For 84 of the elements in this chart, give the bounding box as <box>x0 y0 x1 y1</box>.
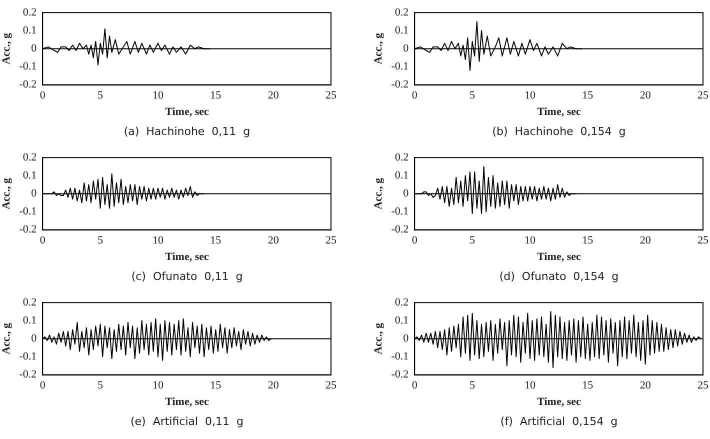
x-tick-label: 5 <box>470 89 476 102</box>
y-tick-label: 0.1 <box>394 24 409 37</box>
x-tick-label: 15 <box>582 89 594 102</box>
text: (d) Ofunato 0,154 g <box>498 270 620 283</box>
y-axis-title: Acc., g <box>0 32 12 64</box>
x-tick-label: 10 <box>524 89 536 102</box>
y-tick-label: 0.2 <box>394 151 409 164</box>
y-tick-label: 0.1 <box>394 314 409 327</box>
x-tick-label: 20 <box>268 234 280 246</box>
x-tick-label: 15 <box>210 89 222 102</box>
x-tick-label: 20 <box>640 89 652 102</box>
x-tick-label: 15 <box>582 379 594 392</box>
text: (f) Artificial 0,154 g <box>499 415 619 428</box>
x-tick-label: 10 <box>524 379 536 392</box>
x-axis-title: Time, sec <box>536 396 582 408</box>
x-axis-title: Time, sec <box>164 396 210 408</box>
x-tick-label: 15 <box>210 379 222 392</box>
y-tick-label: -0.2 <box>19 368 37 381</box>
x-tick-label: 5 <box>470 234 476 246</box>
y-tick-label: 0 <box>31 332 38 345</box>
y-tick-label: 0.2 <box>394 296 409 308</box>
x-tick-label: 0 <box>40 89 46 102</box>
x-tick-label: 10 <box>152 234 164 246</box>
y-tick-label: 0.1 <box>394 170 409 182</box>
x-axis-title: Time, sec <box>536 251 582 263</box>
x-tick-label: 25 <box>326 234 337 246</box>
x-tick-label: 25 <box>698 234 709 246</box>
x-axis-title: Time, sec <box>536 106 582 118</box>
y-axis-title: Acc., g <box>372 322 384 354</box>
y-tick-label: 0.2 <box>394 6 409 18</box>
y-axis-title: Acc., g <box>0 177 12 210</box>
text: (a) Hachinohe 0,11 g <box>122 125 252 138</box>
y-tick-label: -0.2 <box>19 224 37 236</box>
y-tick-label: 0.1 <box>22 314 37 327</box>
text: (b) Hachinohe 0,154 g <box>491 125 627 138</box>
x-tick-label: 25 <box>326 89 337 102</box>
x-tick-label: 5 <box>470 379 476 392</box>
y-tick-label: -0.2 <box>19 78 37 91</box>
y-axis-title: Acc., g <box>372 177 384 210</box>
text: (c) Ofunato 0,11 g <box>130 270 244 283</box>
y-tick-label: -0.2 <box>391 224 409 236</box>
x-tick-label: 0 <box>412 379 418 392</box>
y-tick-label: -0.2 <box>391 368 409 381</box>
y-tick-label: 0.1 <box>22 170 37 182</box>
x-tick-label: 0 <box>412 89 418 102</box>
x-tick-label: 0 <box>412 234 418 246</box>
y-tick-label: 0.2 <box>22 296 37 308</box>
x-tick-label: 10 <box>152 379 164 392</box>
x-tick-label: 25 <box>698 89 709 102</box>
y-tick-label: 0 <box>403 188 410 200</box>
x-tick-label: 20 <box>268 89 280 102</box>
y-tick-label: 0 <box>31 188 38 200</box>
y-tick-label: 0.2 <box>22 151 37 164</box>
x-tick-label: 5 <box>98 89 104 102</box>
x-tick-label: 25 <box>326 379 337 392</box>
y-tick-label: -0.1 <box>391 60 409 73</box>
y-tick-label: 0.1 <box>22 24 37 37</box>
x-tick-label: 5 <box>98 379 104 392</box>
x-tick-label: 10 <box>152 89 164 102</box>
x-tick-label: 25 <box>698 379 709 392</box>
y-tick-label: 0 <box>403 42 410 55</box>
y-axis-title: Acc., g <box>372 32 384 64</box>
y-tick-label: -0.1 <box>391 350 409 363</box>
x-tick-label: 10 <box>524 234 536 246</box>
x-tick-label: 5 <box>98 234 104 246</box>
x-axis-title: Time, sec <box>164 251 210 263</box>
y-tick-label: -0.1 <box>19 60 37 73</box>
y-tick-label: -0.2 <box>391 78 409 91</box>
y-tick-label: 0 <box>403 332 410 345</box>
x-tick-label: 20 <box>640 234 652 246</box>
y-tick-label: -0.1 <box>391 206 409 218</box>
x-tick-label: 20 <box>268 379 280 392</box>
y-tick-label: 0 <box>31 42 38 55</box>
y-tick-label: 0.2 <box>22 6 37 18</box>
x-axis-title: Time, sec <box>164 106 210 118</box>
x-tick-label: 15 <box>582 234 594 246</box>
x-tick-label: 20 <box>640 379 652 392</box>
x-tick-label: 0 <box>40 234 46 246</box>
x-tick-label: 15 <box>210 234 222 246</box>
y-tick-label: -0.1 <box>19 206 37 218</box>
x-tick-label: 0 <box>40 379 46 392</box>
y-tick-label: -0.1 <box>19 350 37 363</box>
y-axis-title: Acc., g <box>0 322 12 354</box>
text: (e) Artificial 0,11 g <box>129 415 245 428</box>
